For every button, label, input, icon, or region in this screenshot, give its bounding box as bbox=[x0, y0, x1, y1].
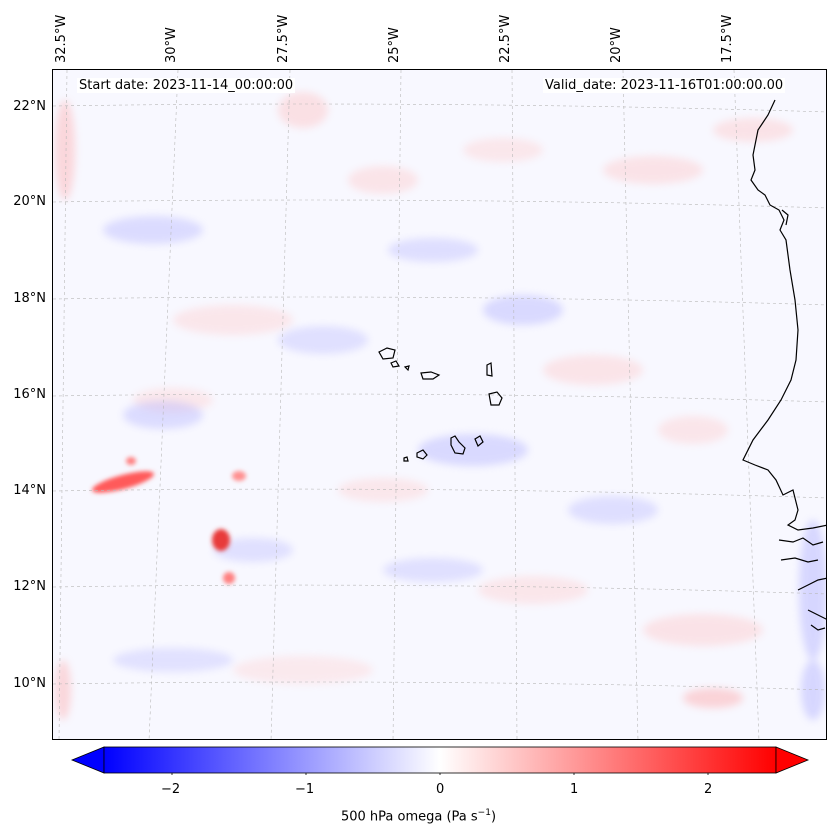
lat-label-14n: 14°N bbox=[13, 483, 46, 498]
lon-label-25w: 25°W bbox=[387, 27, 402, 63]
colorbar-extend-min bbox=[70, 746, 105, 774]
colorbar-title-exponent: −1 bbox=[477, 808, 491, 818]
colorbar-tick-label-1: 1 bbox=[570, 782, 579, 797]
lat-label-12n: 12°N bbox=[13, 579, 46, 594]
lat-label-16n: 16°N bbox=[13, 387, 46, 402]
omega-field-negative bbox=[103, 216, 826, 720]
colorbar bbox=[70, 745, 810, 779]
colorbar-tick-label-0: 0 bbox=[436, 782, 445, 797]
lon-label-27-5w: 27.5°W bbox=[276, 14, 291, 63]
omega-strong-updrafts bbox=[92, 457, 246, 584]
coastline bbox=[742, 99, 826, 631]
lat-label-22n: 22°N bbox=[13, 99, 46, 114]
lat-label-20n: 20°N bbox=[13, 194, 46, 209]
lat-label-18n: 18°N bbox=[13, 291, 46, 306]
colorbar-title: 500 hPa omega (Pa s−1) bbox=[0, 808, 837, 824]
colorbar-tick-label-neg2: −2 bbox=[161, 782, 181, 797]
lon-label-20w: 20°W bbox=[609, 27, 624, 63]
colorbar-title-end: ) bbox=[490, 809, 497, 825]
graticule bbox=[53, 70, 826, 739]
lon-label-22-5w: 22.5°W bbox=[498, 14, 513, 63]
map-panel[interactable] bbox=[52, 69, 827, 740]
lat-label-10n: 10°N bbox=[13, 676, 46, 691]
valid-date-label: Valid_date: 2023-11-16T01:00:00.00 bbox=[543, 78, 786, 93]
colorbar-title-text: 500 hPa omega (Pa s bbox=[340, 809, 478, 825]
lon-label-30w: 30°W bbox=[164, 27, 179, 63]
lon-label-17-5w: 17.5°W bbox=[720, 14, 735, 63]
colorbar-gradient bbox=[103, 746, 777, 774]
omega-field-positive bbox=[55, 92, 793, 720]
colorbar-extend-max bbox=[775, 746, 810, 774]
start-date-label: Start date: 2023-11-14_00:00:00 bbox=[77, 78, 296, 93]
cape-verde-islands bbox=[378, 347, 503, 462]
lon-label-32-5w: 32.5°W bbox=[54, 14, 69, 63]
colorbar-tick-label-2: 2 bbox=[704, 782, 713, 797]
colorbar-tick-label-neg1: −1 bbox=[295, 782, 315, 797]
omega-field-map bbox=[53, 70, 826, 739]
